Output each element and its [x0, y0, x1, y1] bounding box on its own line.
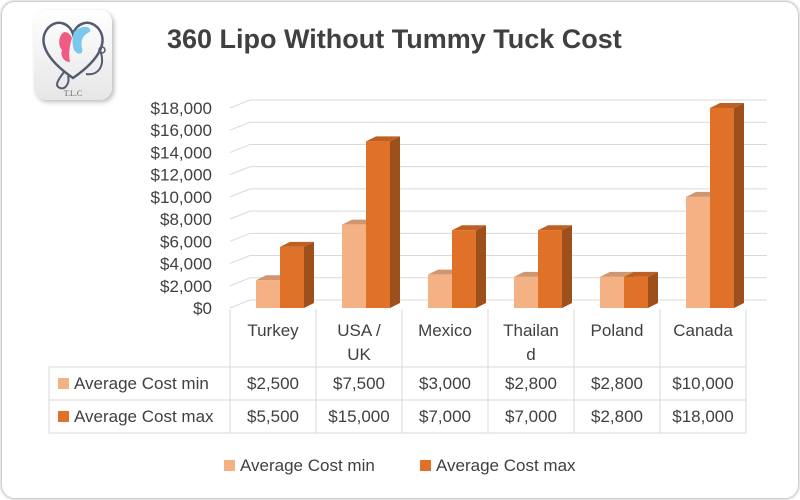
- gridline: [229, 143, 767, 153]
- gridline: [229, 277, 767, 287]
- category-label: Thailan: [503, 321, 559, 340]
- table-cell: $15,000: [328, 407, 389, 426]
- bar-front: [280, 246, 304, 308]
- bar-front: [624, 276, 648, 308]
- series-name: Average Cost max: [74, 407, 214, 426]
- bar-front: [710, 108, 734, 308]
- bar-front: [342, 224, 366, 308]
- bar-top: [538, 225, 572, 231]
- table-cell: $10,000: [672, 374, 733, 393]
- legend-label: Average Cost max: [436, 456, 576, 475]
- bar-top: [280, 241, 314, 247]
- bar-front: [600, 276, 624, 308]
- y-tick-label: $8,000: [160, 210, 212, 229]
- category-label: UK: [347, 345, 371, 364]
- category-label: d: [526, 345, 535, 364]
- gridline: [229, 166, 767, 176]
- y-tick-label: $14,000: [151, 143, 212, 162]
- bar-side: [304, 241, 314, 308]
- y-tick-label: $16,000: [151, 121, 212, 140]
- y-tick-label: $18,000: [151, 99, 212, 118]
- bar-front: [686, 196, 710, 308]
- bar-front: [538, 230, 562, 308]
- table-cell: $2,500: [247, 374, 299, 393]
- category-label: Mexico: [418, 321, 472, 340]
- table-cell: $7,000: [505, 407, 557, 426]
- legend-swatch: [224, 460, 235, 471]
- bar-front: [514, 276, 538, 308]
- gridline: [229, 232, 767, 242]
- gridline: [229, 121, 767, 131]
- svg-text:T.L.C: T.L.C: [64, 89, 83, 98]
- legend-label: Average Cost min: [240, 456, 375, 475]
- bar-top: [624, 271, 658, 277]
- bar-side: [562, 225, 572, 308]
- bar-front: [366, 141, 390, 308]
- category-label: Canada: [673, 321, 733, 340]
- tlc-logo: T.L.C: [34, 10, 112, 100]
- gridline: [229, 210, 767, 220]
- table-cell: $18,000: [672, 407, 733, 426]
- gridline: [229, 255, 767, 265]
- bar-side: [476, 225, 486, 308]
- table-cell: $2,800: [591, 374, 643, 393]
- y-tick-label: $4,000: [160, 255, 212, 274]
- y-tick-label: $12,000: [151, 166, 212, 185]
- gridline: [229, 299, 767, 309]
- bar-front: [428, 274, 452, 308]
- bar-side: [648, 271, 658, 308]
- category-label: Turkey: [247, 321, 299, 340]
- legend-swatch: [420, 460, 431, 471]
- y-tick-label: $10,000: [151, 188, 212, 207]
- bar-top: [600, 271, 634, 277]
- bar-top: [366, 136, 400, 142]
- category-label: USA /: [337, 321, 381, 340]
- heart-stethoscope-icon: T.L.C: [42, 21, 106, 98]
- gridline: [229, 99, 767, 109]
- chart-title: 360 Lipo Without Tummy Tuck Cost: [167, 24, 622, 54]
- table-cell: $2,800: [505, 374, 557, 393]
- y-tick-label: $2,000: [160, 277, 212, 296]
- bar-front: [256, 280, 280, 308]
- bar-front: [452, 230, 476, 308]
- table-cell: $2,800: [591, 407, 643, 426]
- bar-side: [390, 136, 400, 308]
- table-cell: $7,000: [419, 407, 471, 426]
- bar-top: [710, 103, 744, 108]
- bar-top: [452, 225, 486, 231]
- table-cell: $5,500: [247, 407, 299, 426]
- series-name: Average Cost min: [74, 374, 209, 393]
- y-tick-label: $0: [193, 299, 212, 318]
- gridline: [229, 188, 767, 198]
- table-cell: $7,500: [333, 374, 385, 393]
- legend-key: [58, 378, 69, 389]
- table-cell: $3,000: [419, 374, 471, 393]
- legend-key: [58, 411, 69, 422]
- bar-side: [734, 103, 744, 308]
- category-label: Poland: [591, 321, 644, 340]
- y-tick-label: $6,000: [160, 232, 212, 251]
